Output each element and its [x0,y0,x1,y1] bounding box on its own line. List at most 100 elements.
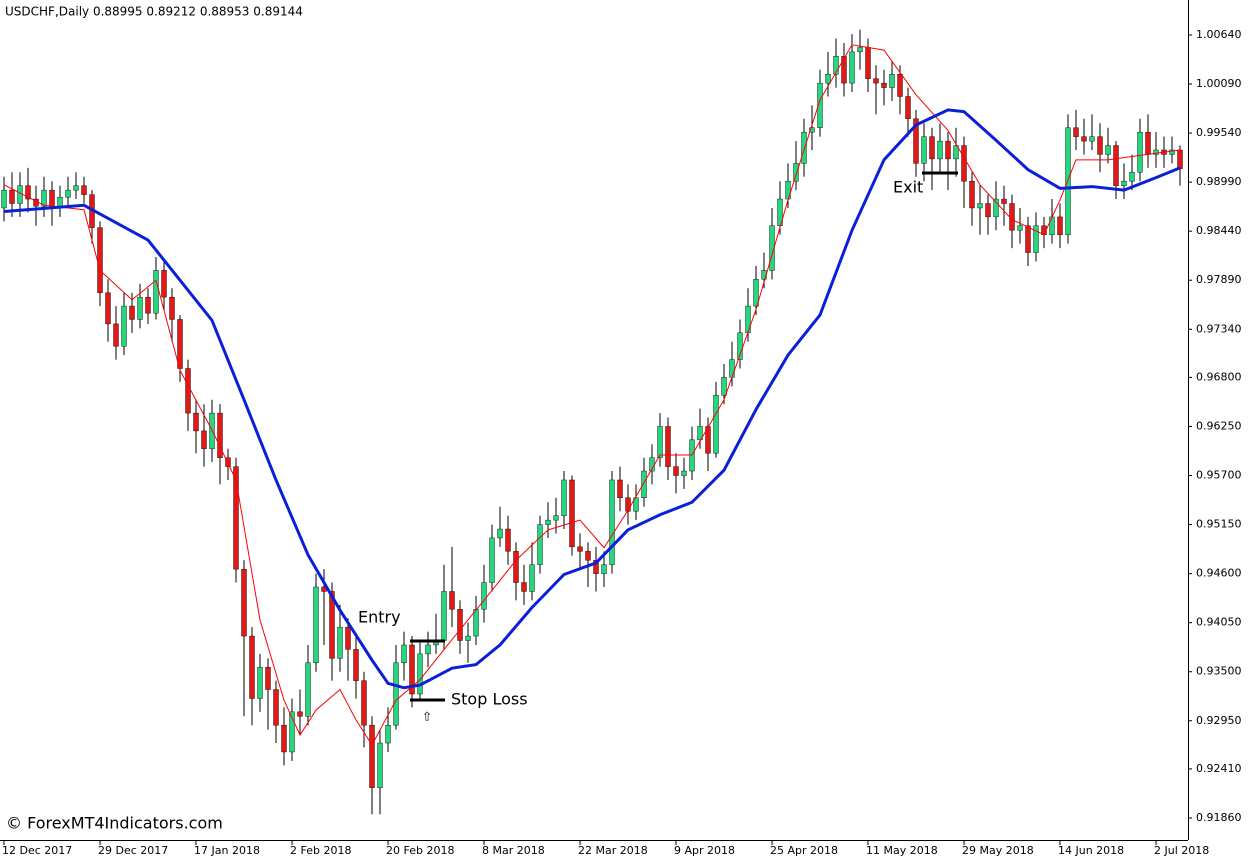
candle-body [369,725,375,788]
candle-body [1033,225,1039,253]
candle-body [817,82,823,128]
candle-body [713,395,719,454]
candle-body [905,96,911,119]
signal-arrow: ⇧ [422,710,432,724]
candle-body [1177,149,1183,169]
candle-body [9,189,15,204]
candle-body [1017,225,1023,231]
candle-body [185,368,191,414]
candle-body [745,305,751,334]
candle-body [289,711,295,753]
candle-body [553,515,559,521]
x-tick-label: 12 Dec 2017 [2,844,72,857]
candle-body [521,582,527,592]
candle-body [81,185,87,195]
y-tick-label: 0.94050 [1196,616,1242,629]
candle-body [41,189,47,207]
candle-body [1169,149,1175,155]
candle-body [825,73,831,84]
candle-body [729,359,735,378]
x-tick-label: 14 Jun 2018 [1058,844,1124,857]
candle-body [937,140,943,160]
y-tick-label: 0.95700 [1196,469,1242,482]
y-tick-label: 1.00640 [1196,28,1242,41]
candle-body [681,470,687,476]
x-tick-label: 29 May 2018 [962,844,1034,857]
y-tick-label: 0.93500 [1196,665,1242,678]
candle-body [489,537,495,583]
candle-body [161,270,167,298]
x-tick-label: 29 Dec 2017 [98,844,168,857]
candle-body [697,426,703,441]
y-tick-label: 0.96800 [1196,370,1242,383]
x-tick-label: 22 Mar 2018 [578,844,648,857]
candle-body [569,479,575,548]
candle-body [1057,216,1063,235]
candle-body [657,426,663,458]
candle-body [465,635,471,641]
candle-body [121,305,127,347]
candle-body [977,203,983,209]
candle-body [17,185,23,204]
candle-body [281,725,287,753]
y-tick-label: 0.97890 [1196,273,1242,286]
candle-body [217,412,223,458]
candle-body [481,582,487,610]
candle-body [561,479,567,516]
candle-body [1089,136,1095,142]
candle-body [225,457,231,467]
candle-body [497,528,503,539]
candle-body [625,497,631,512]
candle-body [377,742,383,788]
y-tick-label: 0.94600 [1196,567,1242,580]
candle-body [673,466,679,476]
candle-body [145,296,151,314]
candle-body [393,662,399,726]
candle-body [897,73,903,97]
candle-body [721,377,727,396]
candle-body [473,609,479,637]
candle-body [577,546,583,552]
x-tick-label: 20 Feb 2018 [386,844,454,857]
candle-body [953,145,959,160]
candle-body [513,551,519,583]
candle-body [1145,131,1151,155]
candle-body [865,47,871,79]
candle-body [385,725,391,744]
candle-body [801,131,807,164]
candle-body [593,560,599,574]
entry-label: Entry [358,608,401,627]
y-tick-label: 0.97340 [1196,322,1242,335]
candle-body [841,56,847,84]
candle-body [665,426,671,467]
candle-body [785,181,791,200]
moving-average [3,44,1181,746]
candle-body [945,140,951,160]
candle-body [1025,225,1031,253]
candle-body [873,78,879,84]
candle-body [265,667,271,690]
candle-body [793,163,799,182]
candle-body [849,51,855,84]
y-tick-label: 0.98440 [1196,224,1242,237]
candle-body [65,189,71,198]
watermark: © ForexMT4Indicators.com [6,814,223,833]
candle-body [257,667,263,699]
candle-body [417,653,423,695]
candle-body [1121,181,1127,186]
candle-body [641,470,647,499]
candle-body [233,466,239,570]
candle-body [537,524,543,565]
candle-body [1049,216,1055,235]
candle-body [105,292,111,325]
candle-body [137,296,143,320]
candle-body [297,711,303,717]
candle-body [273,689,279,726]
x-tick-label: 8 Mar 2018 [482,844,545,857]
candle-body [201,430,207,449]
candle-body [1097,136,1103,155]
y-tick-label: 0.91860 [1196,811,1242,824]
candle-body [993,198,999,218]
exit-label: Exit [893,178,923,197]
